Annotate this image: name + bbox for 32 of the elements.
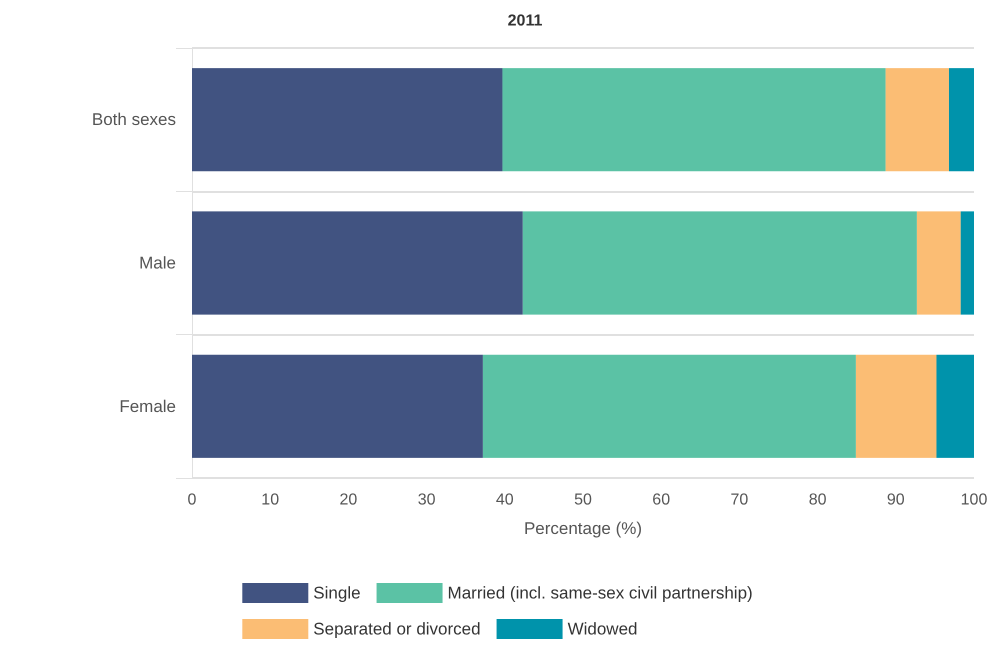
y-tick-label: Male (139, 254, 176, 272)
y-tick-label: Both sexes (92, 110, 176, 130)
bar (522, 211, 917, 315)
bar (502, 68, 886, 172)
legend-label: Widowed (568, 620, 638, 638)
bar (916, 211, 961, 315)
x-tick-label: 100 (960, 492, 988, 508)
x-tick-label: 90 (886, 492, 905, 508)
bar (948, 68, 974, 172)
x-tick-label: 60 (652, 492, 670, 508)
x-tick-label: 50 (574, 492, 592, 508)
x-tick-label: 10 (261, 492, 280, 508)
bar (960, 211, 974, 315)
bar (192, 68, 502, 172)
x-tick-label: 30 (418, 492, 436, 508)
x-tick-label: 80 (808, 492, 827, 508)
y-tick-label: Female (119, 396, 176, 416)
x-tick-label: 20 (340, 492, 358, 508)
bar (856, 354, 936, 458)
bar (192, 354, 483, 458)
bar (886, 68, 949, 172)
x-tick-label: 40 (496, 492, 514, 508)
bar (936, 354, 974, 458)
legend-label: Single (313, 584, 361, 602)
chart-title: 2011 (508, 12, 542, 30)
x-axis-title: Percentage (%) (524, 519, 642, 538)
x-tick-label: 70 (730, 492, 748, 508)
bar (482, 354, 856, 458)
legend-label: Married (incl. same-sex civil partnership) (448, 584, 753, 602)
legend-label: Separated or divorced (313, 620, 481, 638)
bar (192, 211, 523, 315)
x-tick-label: 0 (188, 492, 197, 508)
